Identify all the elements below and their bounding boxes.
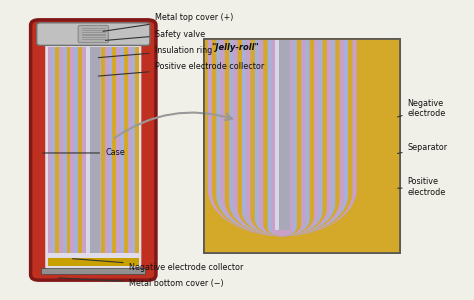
Text: Negative
electrode: Negative electrode	[398, 99, 446, 118]
Bar	[47, 47, 51, 253]
Polygon shape	[242, 40, 322, 236]
Polygon shape	[272, 40, 292, 236]
Polygon shape	[220, 40, 344, 236]
Text: Case: Case	[43, 148, 125, 158]
FancyBboxPatch shape	[31, 20, 156, 280]
Bar	[275, 40, 279, 230]
Polygon shape	[233, 40, 331, 236]
Bar	[101, 47, 105, 253]
Polygon shape	[225, 40, 339, 236]
Bar	[204, 38, 400, 253]
Polygon shape	[246, 40, 318, 236]
FancyBboxPatch shape	[45, 31, 141, 269]
Bar	[86, 47, 91, 253]
Bar	[67, 47, 71, 253]
Text: Positive electrode collector: Positive electrode collector	[99, 62, 264, 76]
Text: Safety valve: Safety valve	[106, 30, 205, 40]
Text: Positive
electrode: Positive electrode	[398, 178, 446, 197]
Text: Separator: Separator	[398, 142, 448, 154]
Bar	[131, 47, 135, 253]
Bar	[128, 47, 131, 253]
Polygon shape	[237, 40, 327, 236]
Text: Metal bottom cover (−): Metal bottom cover (−)	[58, 278, 223, 288]
Bar	[112, 47, 116, 253]
FancyBboxPatch shape	[78, 26, 109, 43]
Bar	[55, 47, 59, 253]
Bar	[86, 47, 90, 253]
Bar	[116, 47, 120, 253]
Bar	[120, 47, 124, 253]
Bar	[135, 47, 139, 253]
Bar	[97, 47, 101, 253]
Polygon shape	[268, 40, 297, 236]
Bar	[51, 47, 55, 253]
Text: Metal top cover (+): Metal top cover (+)	[103, 13, 233, 31]
Bar	[109, 47, 112, 253]
Bar	[86, 47, 100, 253]
Bar	[78, 47, 82, 253]
Text: Insulation ring: Insulation ring	[99, 46, 212, 58]
Polygon shape	[208, 40, 357, 236]
Polygon shape	[216, 40, 348, 236]
Bar	[275, 40, 290, 230]
FancyBboxPatch shape	[39, 32, 147, 45]
Bar	[71, 47, 74, 253]
Bar	[59, 47, 63, 253]
Bar	[93, 47, 97, 253]
Bar	[74, 47, 78, 253]
Bar	[90, 47, 93, 253]
Polygon shape	[259, 40, 305, 236]
Bar	[47, 259, 139, 266]
Polygon shape	[229, 40, 335, 236]
Text: "Jelly-roll": "Jelly-roll"	[211, 43, 259, 52]
Bar	[204, 38, 400, 253]
Bar	[41, 268, 145, 274]
Bar	[63, 47, 67, 253]
Polygon shape	[250, 40, 314, 236]
Polygon shape	[255, 40, 310, 236]
Bar	[105, 47, 109, 253]
Text: Negative electrode collector: Negative electrode collector	[73, 259, 243, 272]
Polygon shape	[212, 40, 352, 236]
Bar	[82, 47, 86, 253]
Bar	[124, 47, 128, 253]
Bar	[204, 38, 400, 253]
FancyBboxPatch shape	[36, 23, 150, 45]
Polygon shape	[264, 40, 301, 236]
